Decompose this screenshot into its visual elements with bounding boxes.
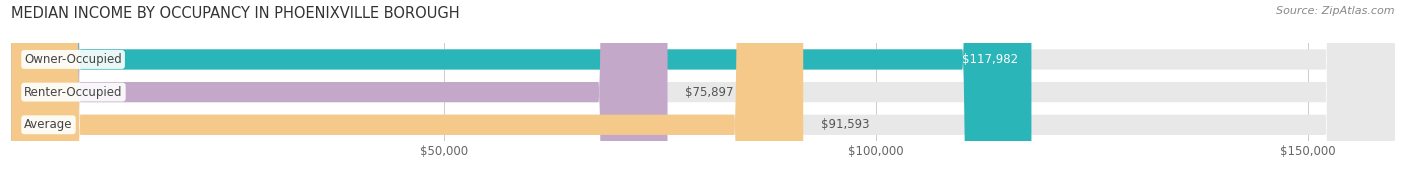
- Text: MEDIAN INCOME BY OCCUPANCY IN PHOENIXVILLE BOROUGH: MEDIAN INCOME BY OCCUPANCY IN PHOENIXVIL…: [11, 6, 460, 21]
- FancyBboxPatch shape: [11, 0, 1395, 196]
- FancyBboxPatch shape: [11, 0, 1032, 196]
- FancyBboxPatch shape: [11, 0, 1395, 196]
- Text: $75,897: $75,897: [685, 86, 734, 99]
- Text: Average: Average: [24, 118, 73, 131]
- Text: $91,593: $91,593: [821, 118, 869, 131]
- Text: Owner-Occupied: Owner-Occupied: [24, 53, 122, 66]
- FancyBboxPatch shape: [11, 0, 668, 196]
- Text: $117,982: $117,982: [962, 53, 1018, 66]
- Text: Renter-Occupied: Renter-Occupied: [24, 86, 122, 99]
- FancyBboxPatch shape: [11, 0, 803, 196]
- FancyBboxPatch shape: [11, 0, 1395, 196]
- Text: Source: ZipAtlas.com: Source: ZipAtlas.com: [1277, 6, 1395, 16]
